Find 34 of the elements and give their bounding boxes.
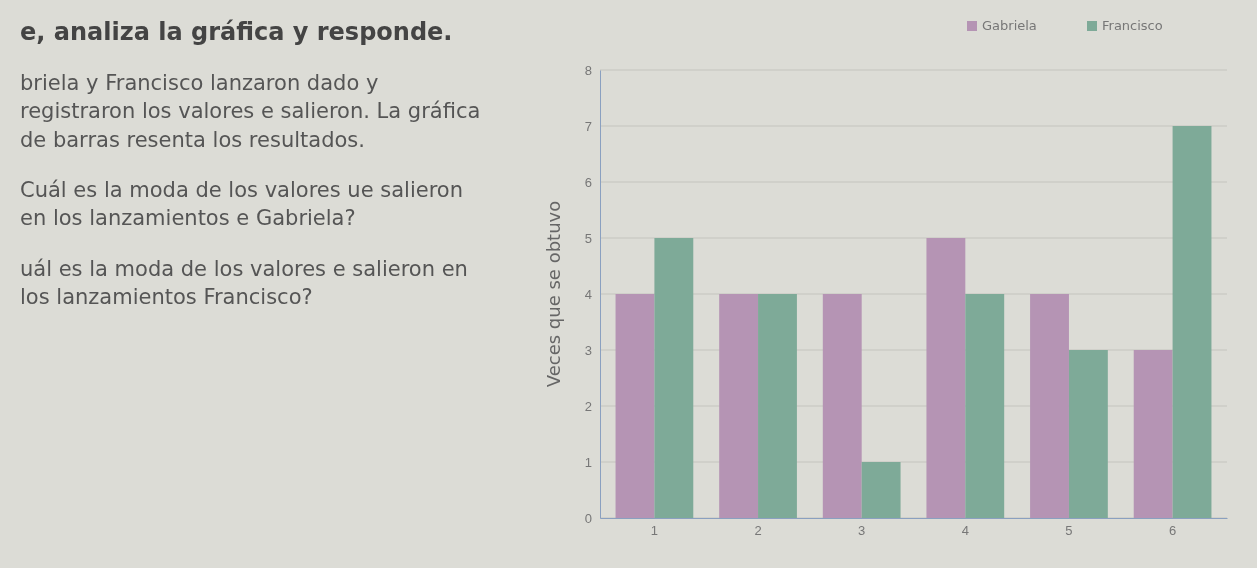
x-tick-label: 2 <box>754 523 762 539</box>
x-tick-label: 4 <box>961 523 969 539</box>
x-tick-label: 3 <box>858 523 866 539</box>
x-tick-label: 6 <box>1168 523 1177 539</box>
text: Cuál es la moda de los valores ue salieron en los lanzamientos e Gabriela? <box>20 178 463 231</box>
bar <box>654 238 694 518</box>
x-tick-label: 5 <box>1065 523 1073 539</box>
y-axis-title: Veces que se obtuvo <box>543 200 564 388</box>
bar <box>965 294 1005 518</box>
bar <box>1133 350 1173 518</box>
text: uál es la moda de los valores e salieron en los lanzamientos Francisco? <box>20 256 468 310</box>
y-tick-label: 0 <box>584 510 592 526</box>
y-tick-label: 1 <box>584 454 592 470</box>
y-tick-label: 8 <box>584 62 592 78</box>
bar <box>861 462 901 518</box>
y-tick-label: 7 <box>584 118 592 134</box>
y-tick-label: 3 <box>584 342 592 358</box>
text: e, analiza la gráfica y responde. <box>20 18 453 46</box>
y-tick-label: 6 <box>584 174 592 190</box>
bar <box>615 294 655 518</box>
y-tick-label: 2 <box>584 398 592 414</box>
y-tick-label: 4 <box>584 286 592 302</box>
bar <box>719 294 759 518</box>
bar <box>758 294 797 518</box>
bar <box>822 294 862 518</box>
x-tick-label: 1 <box>650 523 659 539</box>
y-tick-label: 5 <box>584 230 592 246</box>
bar <box>1030 294 1069 518</box>
legend-label: Gabriela <box>982 18 1037 33</box>
bar <box>926 238 966 518</box>
bar <box>1068 350 1108 518</box>
bar <box>1172 126 1212 518</box>
legend-label: Francisco <box>1102 18 1163 33</box>
text: briela y Francisco lanzaron dado y registraron los valores e salieron. La gráfica de barras resenta los resultados. <box>20 71 481 152</box>
